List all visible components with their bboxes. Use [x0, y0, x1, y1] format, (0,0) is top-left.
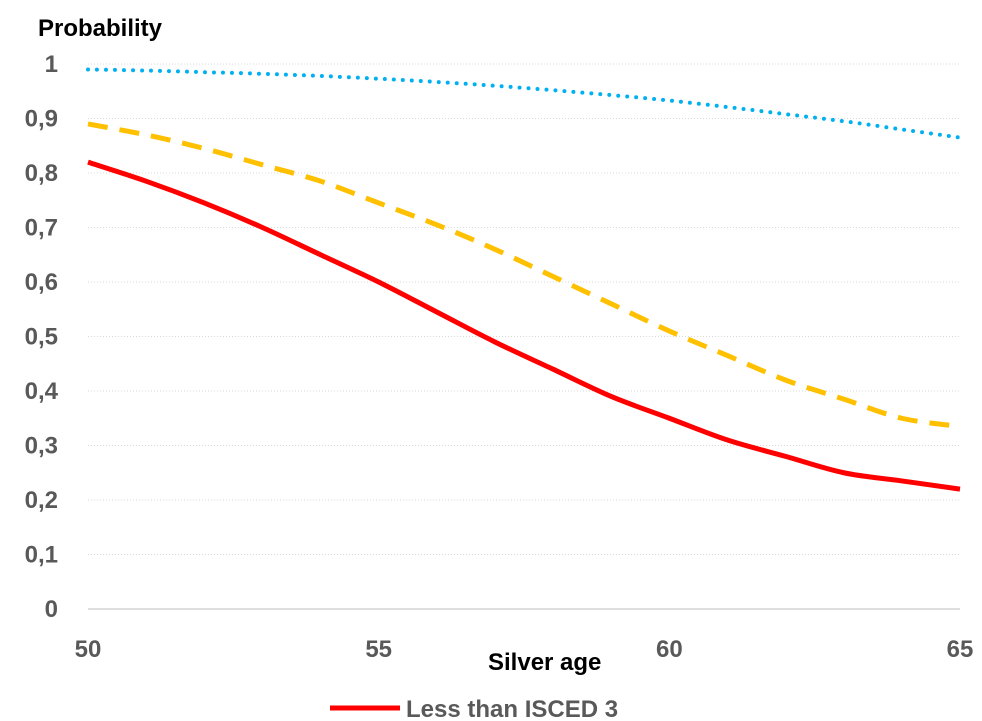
x-axis-title: Silver age — [488, 649, 601, 676]
y-axis-title: Probability — [38, 15, 163, 42]
series-lines — [86, 67, 962, 492]
y-tick-label: 0,3 — [25, 433, 58, 460]
x-axis-ticks: 50 55 60 65 — [75, 636, 974, 663]
y-tick-label: 0,2 — [25, 487, 58, 514]
x-tick-label: 50 — [75, 636, 102, 663]
series-line-less-than-isced-3 — [87, 159, 961, 492]
y-tick-label: 0,9 — [25, 106, 58, 133]
y-axis-ticks: 0 0,1 0,2 0,3 0,4 0,5 0,6 0,7 0,8 0,9 1 — [25, 51, 59, 623]
y-tick-label: 0,4 — [25, 378, 59, 405]
y-tick-label: 0,5 — [25, 324, 58, 351]
y-tick-label: 0,6 — [25, 269, 58, 296]
x-tick-label: 55 — [365, 636, 392, 663]
y-tick-label: 0 — [45, 596, 58, 623]
x-tick-label: 60 — [656, 636, 683, 663]
y-tick-label: 1 — [45, 51, 58, 78]
grid-lines — [88, 63, 960, 555]
legend-label-less-than-isced-3: Less than ISCED 3 — [406, 696, 618, 721]
x-tick-label: 65 — [947, 636, 974, 663]
series-line-dotted — [86, 67, 962, 140]
y-tick-label: 0,8 — [25, 160, 58, 187]
y-tick-label: 0,1 — [25, 542, 58, 569]
series-line-dashed — [87, 121, 961, 429]
legend: Less than ISCED 3 — [330, 696, 618, 721]
y-tick-label: 0,7 — [25, 215, 58, 242]
